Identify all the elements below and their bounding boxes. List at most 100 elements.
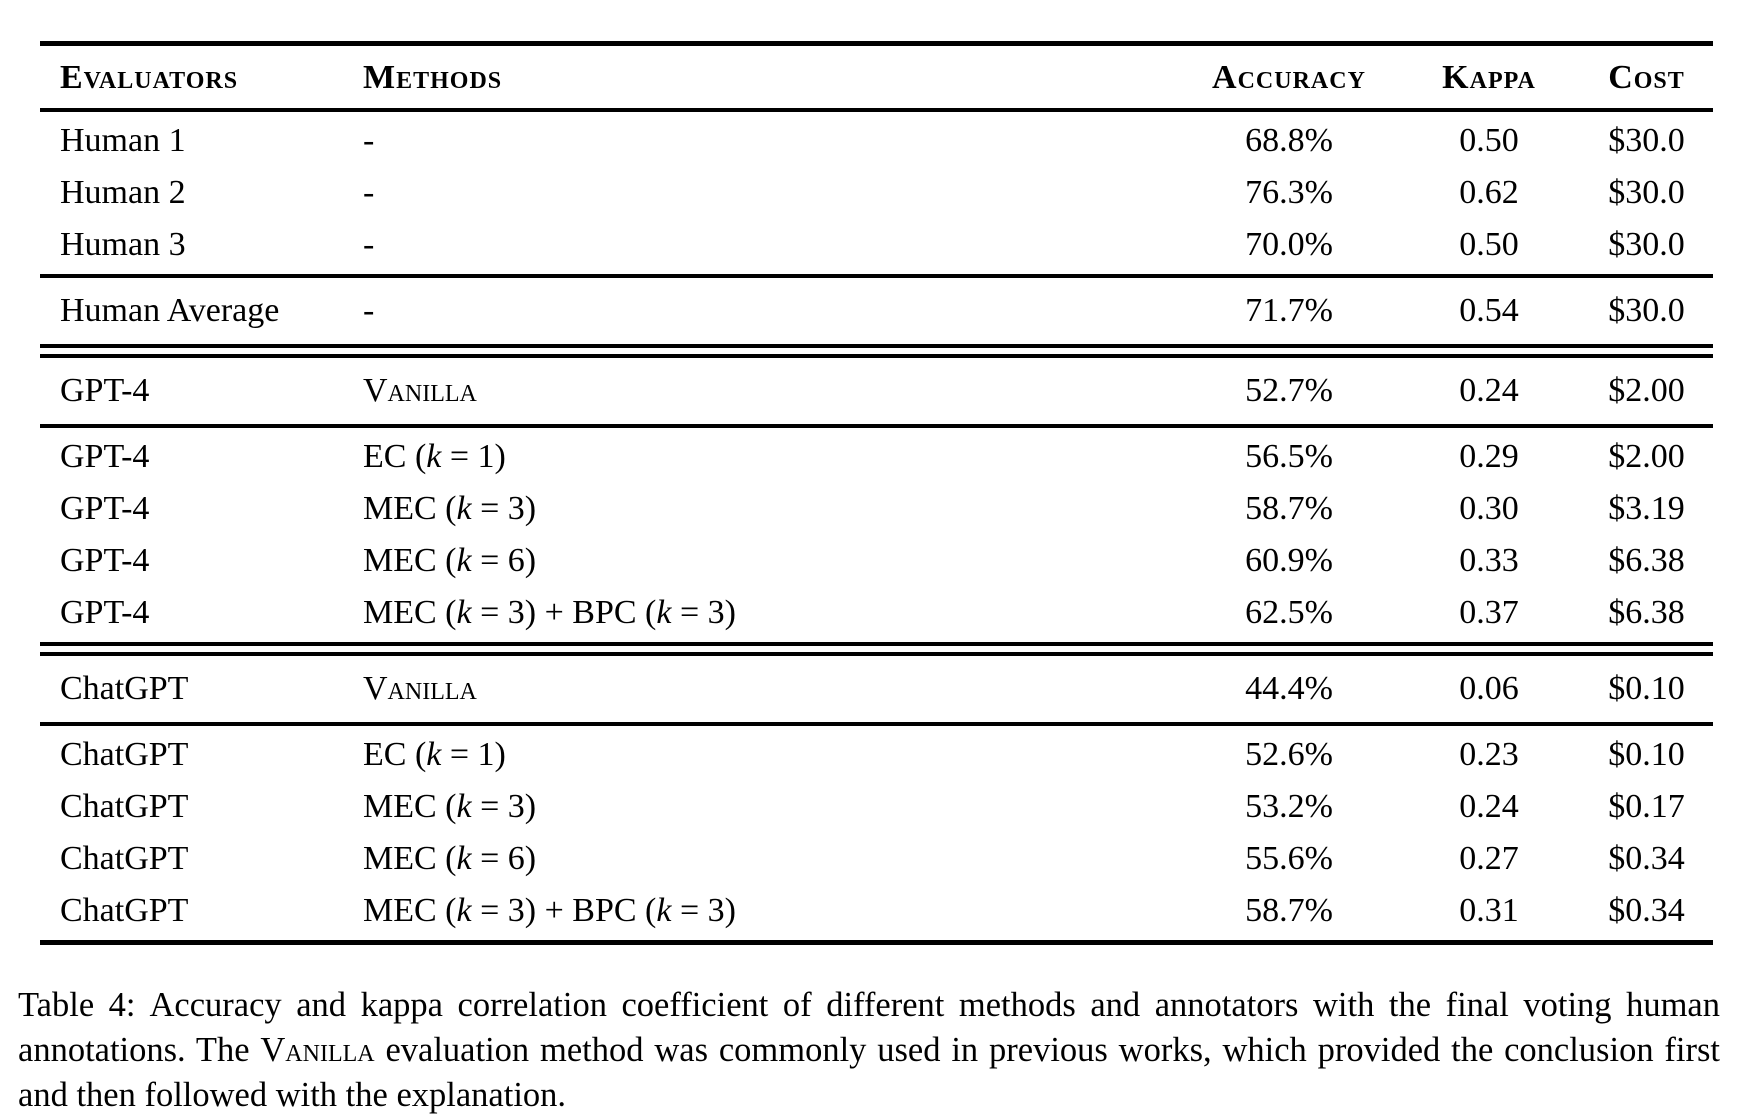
divider-row [40, 344, 1713, 358]
cost-cell: $0.34 [1608, 840, 1685, 877]
cost-cell: $30.0 [1608, 292, 1685, 329]
method-cell: MEC (k = 3) [363, 788, 537, 825]
column-header-method: Methods [363, 43, 1180, 112]
cost-cell: $2.00 [1608, 372, 1685, 409]
rule-line [40, 652, 1713, 656]
table-row: ChatGPT MEC (k = 6) 55.6% 0.27 $0.34 [40, 833, 1713, 885]
caption-vanilla-smallcaps: Vanilla [260, 1031, 375, 1069]
table-row: Human 3 - 70.0% 0.50 $30.0 [40, 219, 1713, 274]
evaluator-cell: ChatGPT [60, 788, 189, 825]
divider-row [40, 424, 1713, 428]
accuracy-cell: 76.3% [1245, 174, 1333, 211]
evaluator-cell: GPT-4 [60, 438, 150, 475]
section-gpt4-methods: GPT-4 EC (k = 1) 56.5% 0.29 $2.00 GPT-4 MEC (k… [40, 428, 1713, 642]
table-row: ChatGPT Vanilla 44.4% 0.06 $0.10 [40, 656, 1713, 722]
method-cell: MEC (k = 3) + BPC (k = 3) [363, 892, 736, 929]
accuracy-cell: 55.6% [1245, 840, 1333, 877]
method-cell: MEC (k = 6) [363, 840, 537, 877]
caption-label: Table 4: [18, 986, 136, 1024]
kappa-cell: 0.06 [1459, 670, 1519, 707]
evaluator-cell: ChatGPT [60, 670, 189, 707]
column-header-cost: Cost [1580, 43, 1713, 112]
cost-cell: $3.19 [1608, 490, 1685, 527]
rule-line [40, 424, 1713, 428]
accuracy-cell: 60.9% [1245, 542, 1333, 579]
rule-line [40, 642, 1713, 646]
accuracy-cell: 58.7% [1245, 490, 1333, 527]
table-row: ChatGPT MEC (k = 3) + BPC (k = 3) 58.7% 0.3… [40, 885, 1713, 943]
accuracy-cell: 70.0% [1245, 226, 1333, 263]
kappa-cell: 0.27 [1459, 840, 1519, 877]
column-header-evaluator: Evaluators [40, 43, 363, 112]
method-cell: - [363, 122, 375, 159]
divider-row [40, 642, 1713, 656]
table-row: Human 2 - 76.3% 0.62 $30.0 [40, 167, 1713, 219]
divider-rule [40, 274, 1713, 278]
method-cell: EC (k = 1) [363, 736, 506, 773]
cost-cell: $6.38 [1608, 594, 1685, 631]
accuracy-cell: 62.5% [1245, 594, 1333, 631]
accuracy-cell: 71.7% [1245, 292, 1333, 329]
cost-cell: $30.0 [1608, 226, 1685, 263]
evaluator-cell: Human 1 [60, 122, 186, 159]
method-cell: Vanilla [363, 670, 477, 707]
cost-cell: $0.34 [1608, 892, 1685, 929]
table-caption: Table 4: Accuracy and kappa correlation c… [18, 983, 1720, 1118]
evaluator-cell: GPT-4 [60, 594, 150, 631]
column-header-kappa: Kappa [1398, 43, 1580, 112]
evaluator-cell: GPT-4 [60, 542, 150, 579]
cost-cell: $30.0 [1608, 122, 1685, 159]
kappa-cell: 0.24 [1459, 788, 1519, 825]
kappa-cell: 0.54 [1459, 292, 1519, 329]
cost-cell: $0.10 [1608, 736, 1685, 773]
divider-row [40, 722, 1713, 726]
section-divider-single [40, 274, 1713, 278]
table-row: Human Average - 71.7% 0.54 $30.0 [40, 278, 1713, 344]
evaluator-cell: ChatGPT [60, 840, 189, 877]
caption-text-2: evaluation method was commonly used in p… [18, 1031, 1720, 1114]
evaluator-cell: ChatGPT [60, 892, 189, 929]
method-cell: - [363, 226, 375, 263]
evaluator-cell: GPT-4 [60, 490, 150, 527]
rule-line [40, 274, 1713, 278]
rule-line [40, 722, 1713, 726]
caption-text-1: Accuracy and kappa correlation coefficie… [18, 986, 1720, 1069]
kappa-cell: 0.31 [1459, 892, 1519, 929]
table-header: Evaluators Methods Accuracy Kappa Cost [40, 43, 1713, 112]
kappa-cell: 0.62 [1459, 174, 1519, 211]
accuracy-cell: 44.4% [1245, 670, 1333, 707]
table-row: GPT-4 MEC (k = 6) 60.9% 0.33 $6.38 [40, 535, 1713, 587]
column-header-accuracy: Accuracy [1180, 43, 1398, 112]
table-row: GPT-4 EC (k = 1) 56.5% 0.29 $2.00 [40, 428, 1713, 483]
table-row: GPT-4 MEC (k = 3) + BPC (k = 3) 62.5% 0.37 $… [40, 587, 1713, 642]
section-human-individual: Human 1 - 68.8% 0.50 $30.0 Human 2 - 76.3% 0.62 $… [40, 110, 1713, 274]
method-cell: MEC (k = 3) + BPC (k = 3) [363, 594, 736, 631]
kappa-cell: 0.24 [1459, 372, 1519, 409]
method-cell: Vanilla [363, 372, 477, 409]
method-cell: - [363, 174, 375, 211]
accuracy-cell: 56.5% [1245, 438, 1333, 475]
section-human-average: Human Average - 71.7% 0.54 $30.0 [40, 278, 1713, 344]
kappa-cell: 0.33 [1459, 542, 1519, 579]
method-cell: - [363, 292, 375, 329]
method-cell: MEC (k = 6) [363, 542, 537, 579]
table-row: GPT-4 Vanilla 52.7% 0.24 $2.00 [40, 358, 1713, 424]
divider-rule [40, 344, 1713, 358]
section-gpt4-vanilla: GPT-4 Vanilla 52.7% 0.24 $2.00 [40, 358, 1713, 424]
kappa-cell: 0.50 [1459, 226, 1519, 263]
table-header-row: Evaluators Methods Accuracy Kappa Cost [40, 43, 1713, 112]
evaluator-cell: Human 2 [60, 174, 186, 211]
table-row: Human 1 - 68.8% 0.50 $30.0 [40, 110, 1713, 167]
divider-rule [40, 642, 1713, 656]
table-row: ChatGPT MEC (k = 3) 53.2% 0.24 $0.17 [40, 781, 1713, 833]
kappa-cell: 0.37 [1459, 594, 1519, 631]
section-chatgpt-methods: ChatGPT EC (k = 1) 52.6% 0.23 $0.10 ChatGPT ME… [40, 726, 1713, 943]
evaluator-cell: ChatGPT [60, 736, 189, 773]
section-divider-single [40, 424, 1713, 428]
section-chatgpt-vanilla: ChatGPT Vanilla 44.4% 0.06 $0.10 [40, 656, 1713, 722]
section-divider-double [40, 344, 1713, 358]
cost-cell: $2.00 [1608, 438, 1685, 475]
divider-rule [40, 424, 1713, 428]
section-divider-double [40, 642, 1713, 656]
